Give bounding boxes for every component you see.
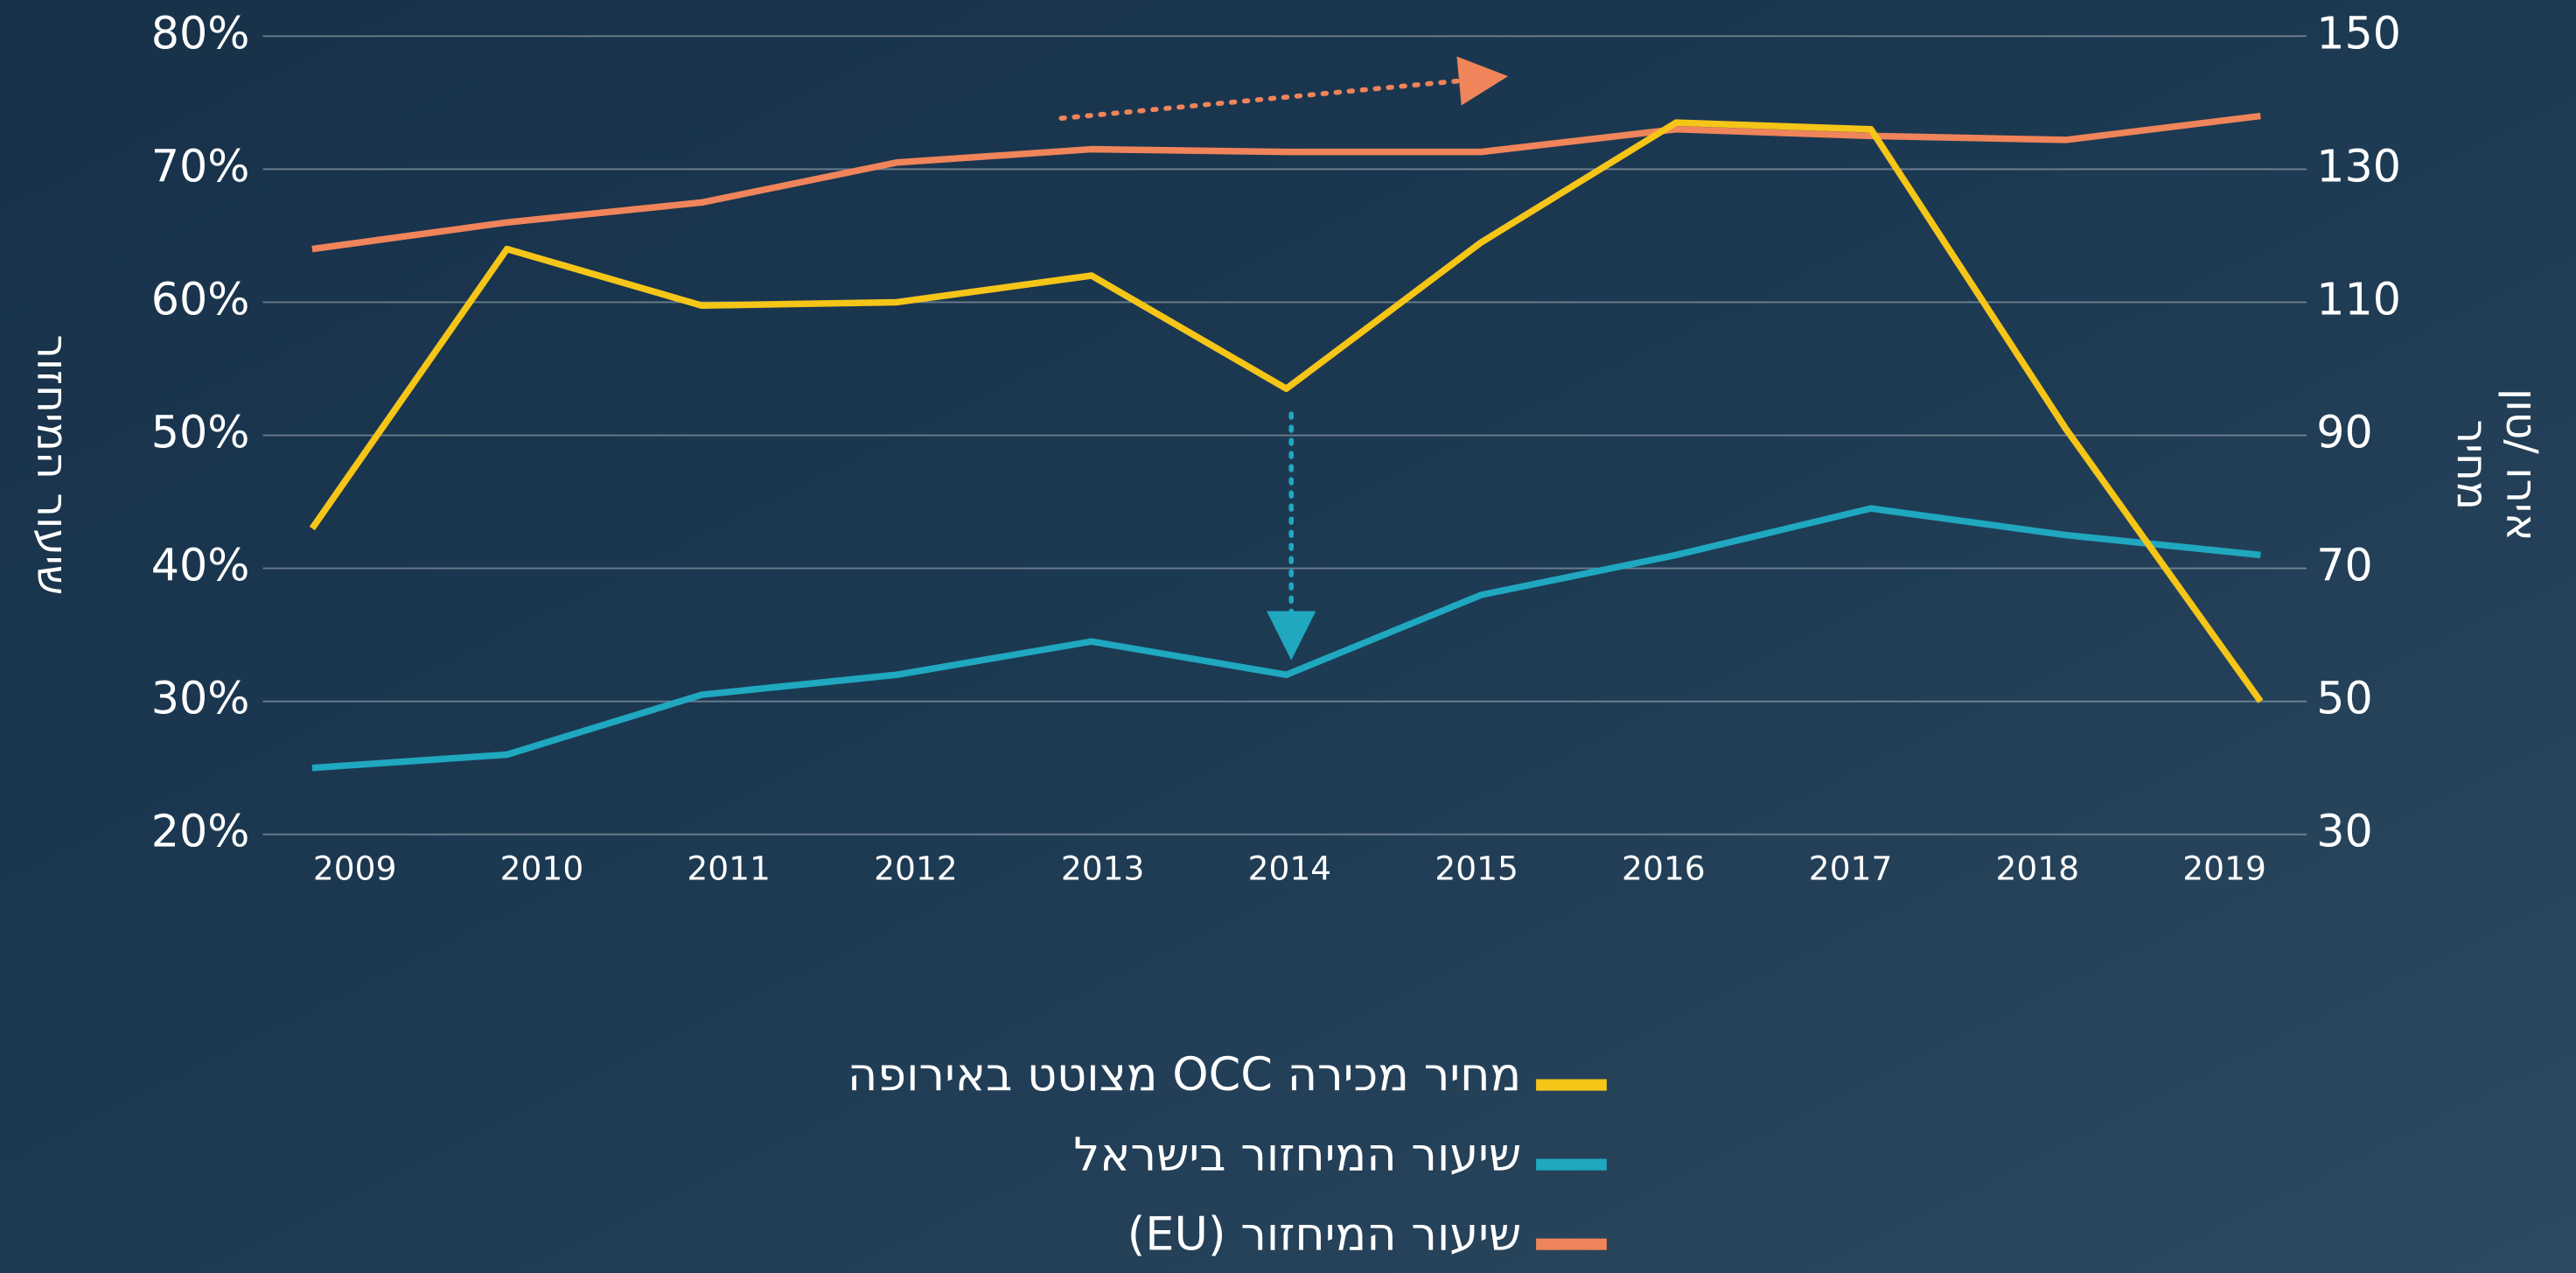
y-tick-label: 40% xyxy=(151,540,250,591)
x-tick-label: 2010 xyxy=(500,850,584,888)
x-tick-label: 2013 xyxy=(1061,850,1145,888)
legend-label: מחיר מכירה OCC מצוטט באירופה xyxy=(848,1048,1521,1102)
legend-swatch xyxy=(1536,1238,1607,1250)
legend-label: שיעור המיחזור (EU) xyxy=(1127,1207,1521,1261)
y2-axis-label: מחיר xyxy=(2447,420,2497,510)
x-tick-label: 2017 xyxy=(1809,850,1893,888)
y-axis-label: שיעור המיחזור xyxy=(27,334,77,595)
y-tick-label: 30% xyxy=(151,673,250,724)
legend-swatch xyxy=(1536,1079,1607,1091)
legend-swatch xyxy=(1536,1158,1607,1171)
legend-label: שיעור המיחזור בישראל xyxy=(1073,1128,1521,1181)
y-tick-label: 50% xyxy=(151,407,250,458)
annotation-arrow xyxy=(1058,56,1509,121)
y2-tick-label: 70 xyxy=(2316,540,2373,591)
y2-tick-label: 90 xyxy=(2316,407,2373,458)
y-tick-label: 70% xyxy=(151,140,250,192)
y-tick-label: 80% xyxy=(151,7,250,59)
x-tick-label: 2009 xyxy=(313,850,397,888)
y-tick-label: 20% xyxy=(151,806,250,857)
y2-axis-label: אירו /טון xyxy=(2496,388,2546,542)
y2-tick-label: 50 xyxy=(2316,673,2373,724)
x-tick-label: 2016 xyxy=(1622,850,1706,888)
y2-tick-label: 30 xyxy=(2316,806,2373,857)
x-tick-label: 2015 xyxy=(1435,850,1518,888)
y2-tick-label: 130 xyxy=(2316,140,2401,192)
series-line xyxy=(309,119,2264,703)
y-tick-label: 60% xyxy=(151,273,250,325)
series-line xyxy=(311,112,2261,253)
x-tick-label: 2012 xyxy=(874,850,958,888)
x-tick-label: 2019 xyxy=(2182,850,2266,888)
y2-tick-label: 150 xyxy=(2316,7,2401,59)
series-line xyxy=(311,505,2261,772)
x-tick-label: 2018 xyxy=(1996,850,2080,888)
y2-tick-label: 110 xyxy=(2316,273,2401,325)
x-tick-label: 2011 xyxy=(687,850,771,888)
x-tick-label: 2014 xyxy=(1248,850,1332,888)
